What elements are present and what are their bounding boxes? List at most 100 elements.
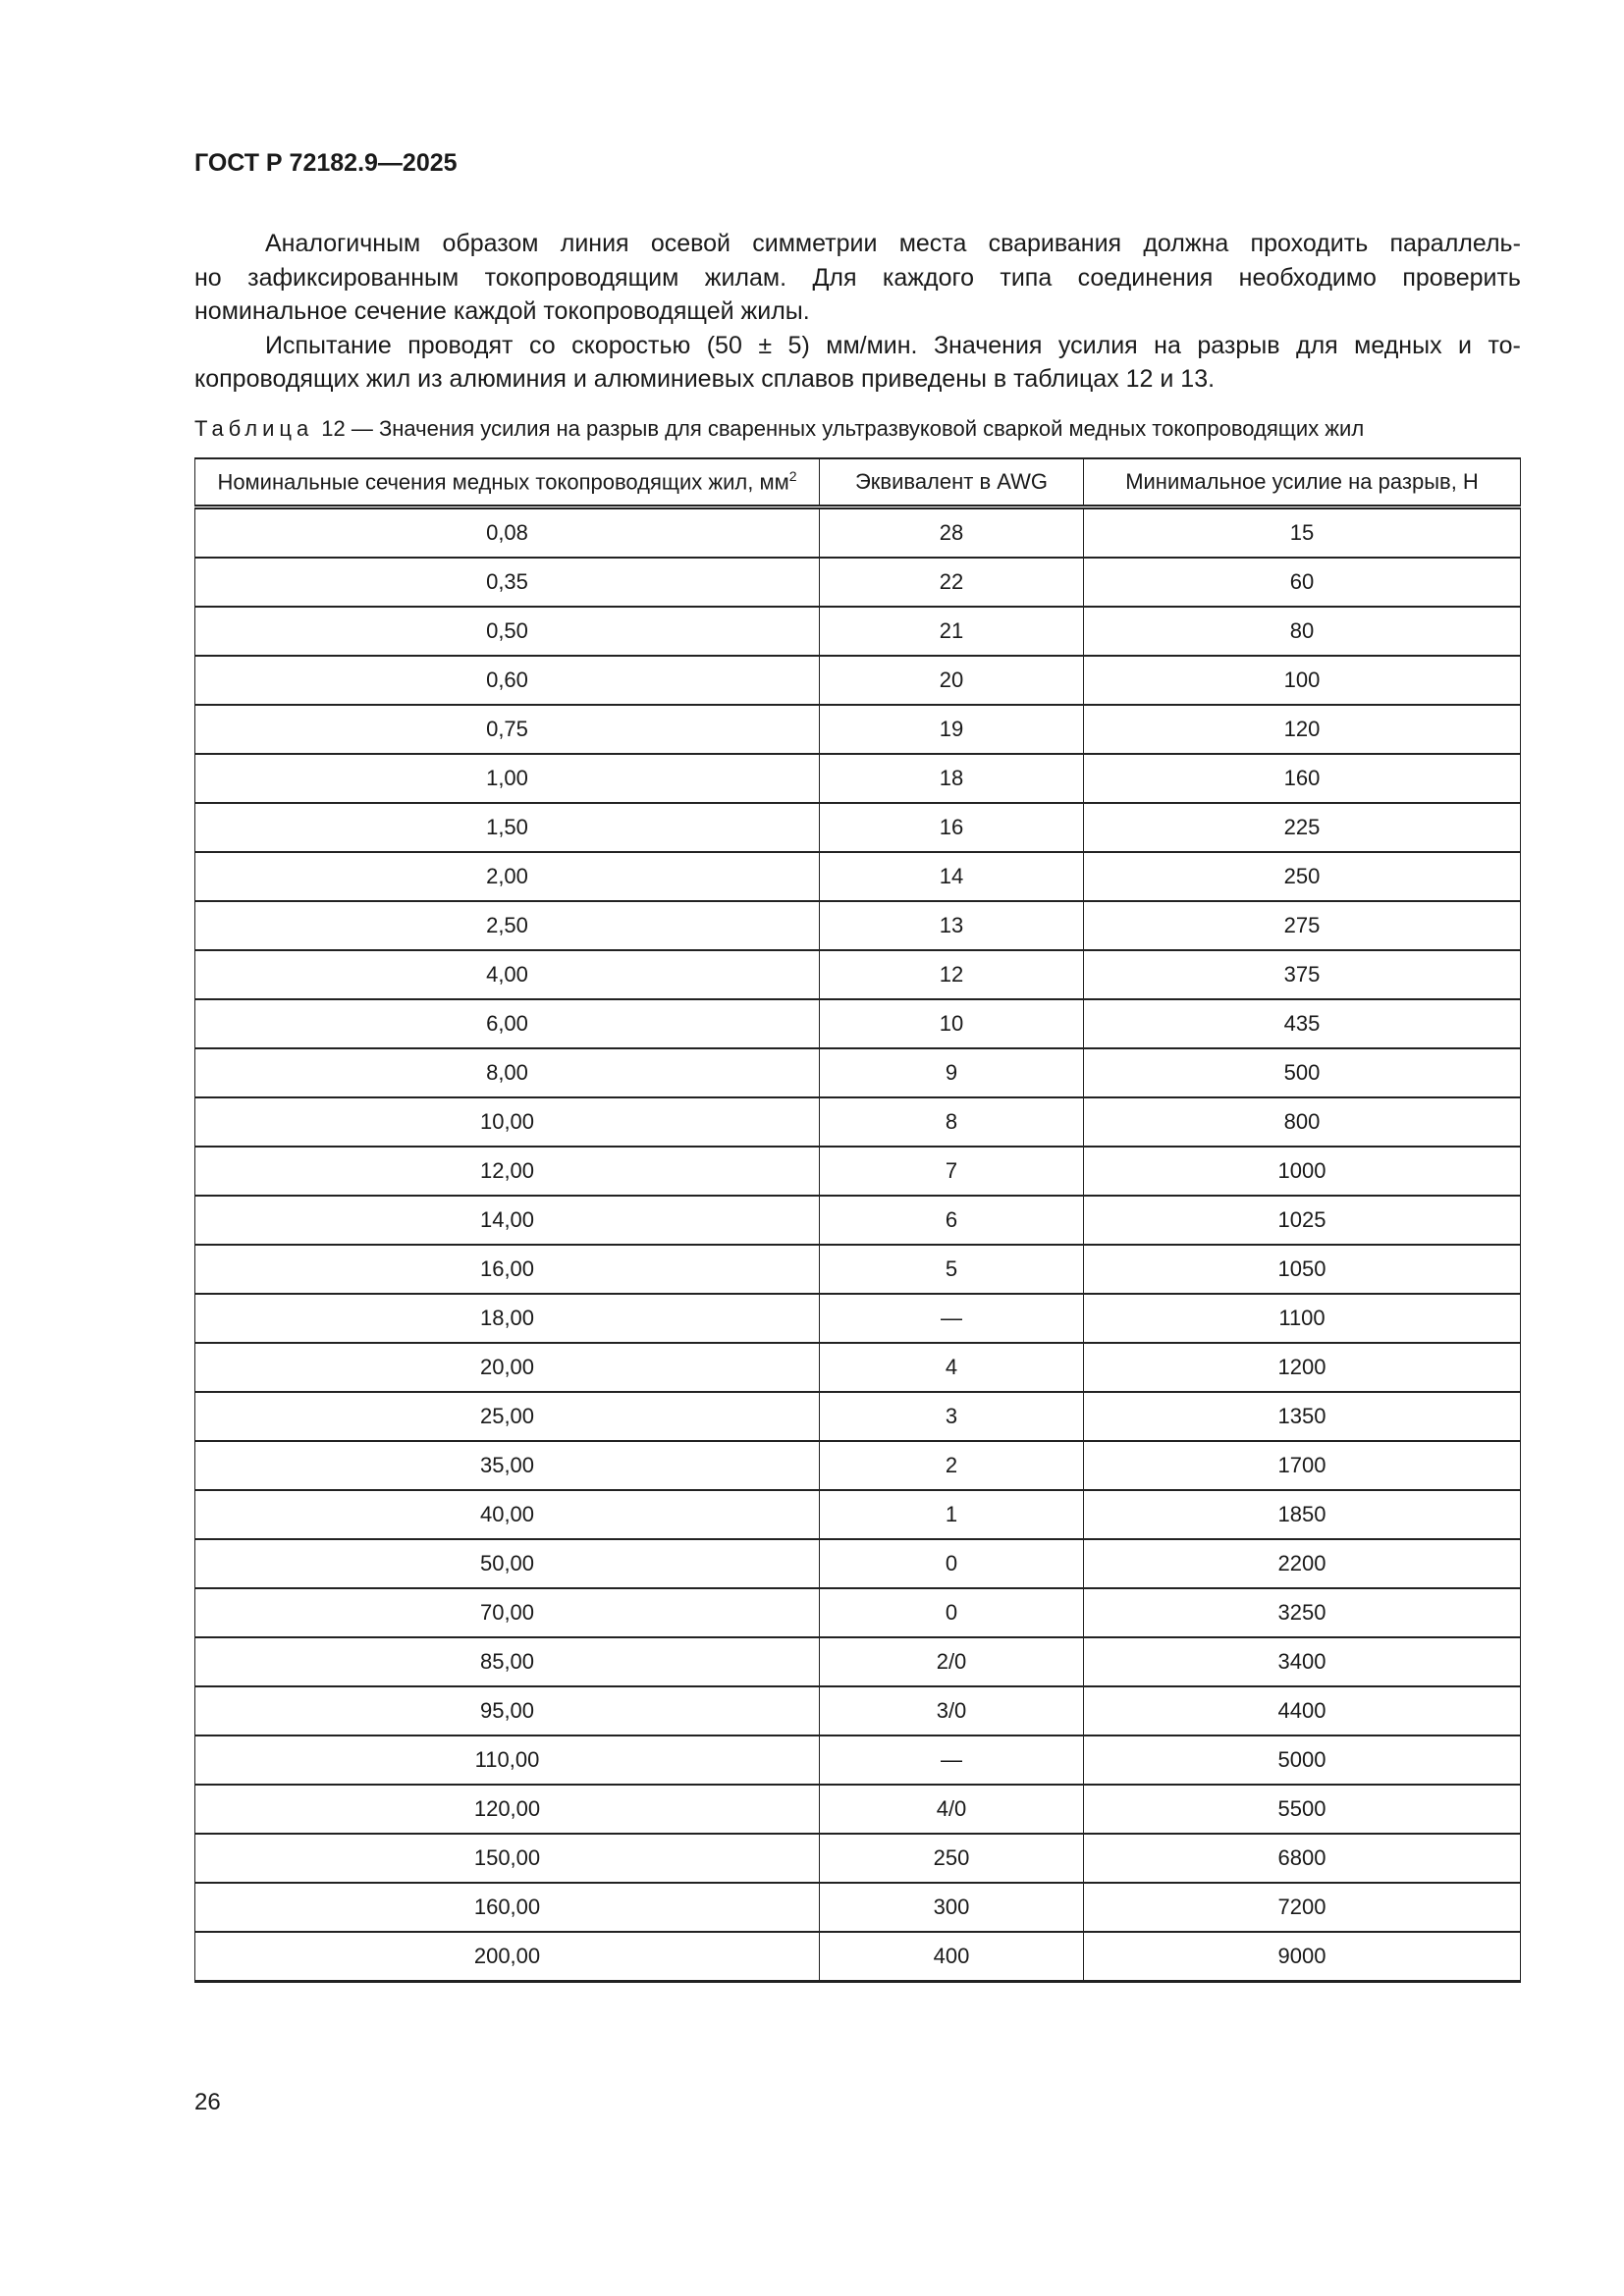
cell-cross-section: 18,00 <box>194 1293 820 1344</box>
cell-awg: 28 <box>819 506 1084 559</box>
cell-min-force: 1350 <box>1083 1391 1521 1442</box>
table-row: 4,00 12 375 <box>194 949 1521 1000</box>
paragraph-line: но зафиксированным токопроводящим жилам. Для… <box>194 263 1521 292</box>
cell-awg: 12 <box>819 949 1084 1000</box>
cell-cross-section: 120,00 <box>194 1784 820 1835</box>
cell-cross-section: 95,00 <box>194 1685 820 1736</box>
cell-min-force: 1850 <box>1083 1489 1521 1540</box>
cell-min-force: 275 <box>1083 900 1521 951</box>
cell-awg: 8 <box>819 1096 1084 1148</box>
cell-cross-section: 40,00 <box>194 1489 820 1540</box>
cell-awg: 400 <box>819 1931 1084 1983</box>
cell-min-force: 1050 <box>1083 1244 1521 1295</box>
cell-awg: 300 <box>819 1882 1084 1933</box>
cell-cross-section: 0,60 <box>194 655 820 706</box>
table-row: 0,50 21 80 <box>194 606 1521 657</box>
table-row: 200,00 400 9000 <box>194 1931 1521 1983</box>
cell-min-force: 6800 <box>1083 1833 1521 1884</box>
cell-awg: 2/0 <box>819 1636 1084 1687</box>
cell-min-force: 5000 <box>1083 1735 1521 1786</box>
cell-cross-section: 2,50 <box>194 900 820 951</box>
paragraph-line: Испытание проводят со скоростью (50 ±5) мм/мин… <box>265 331 1521 359</box>
table-row: 40,00 1 1850 <box>194 1489 1521 1540</box>
table-row: 8,00 9 500 <box>194 1047 1521 1098</box>
cell-cross-section: 10,00 <box>194 1096 820 1148</box>
cell-awg: 22 <box>819 557 1084 608</box>
cell-awg: 20 <box>819 655 1084 706</box>
table-caption-text: 12 — Значения усилия на разрыв для сваре… <box>321 416 1365 441</box>
cell-min-force: 15 <box>1083 506 1521 559</box>
cell-awg: — <box>819 1293 1084 1344</box>
cell-awg: 7 <box>819 1146 1084 1197</box>
table-row: 150,00 250 6800 <box>194 1833 1521 1884</box>
cell-min-force: 500 <box>1083 1047 1521 1098</box>
table-row: 0,08 28 15 <box>194 506 1521 559</box>
table-row: 85,00 2/0 3400 <box>194 1636 1521 1687</box>
cell-min-force: 3250 <box>1083 1587 1521 1638</box>
cell-cross-section: 70,00 <box>194 1587 820 1638</box>
cell-cross-section: 200,00 <box>194 1931 820 1983</box>
table-row: 18,00—1100 <box>194 1293 1521 1344</box>
table-row: 0,35 22 60 <box>194 557 1521 608</box>
cell-min-force: 225 <box>1083 802 1521 853</box>
table-row: 14,00 6 1025 <box>194 1195 1521 1246</box>
cell-cross-section: 14,00 <box>194 1195 820 1246</box>
table-row: 2,00 14 250 <box>194 851 1521 902</box>
table-row: 110,00—5000 <box>194 1735 1521 1786</box>
cell-min-force: 375 <box>1083 949 1521 1000</box>
cell-min-force: 5500 <box>1083 1784 1521 1835</box>
page-number: 26 <box>194 2089 221 2115</box>
paragraph-line: Аналогичным образом линия осевой симметрии ме… <box>265 230 1521 257</box>
column-header-awg: Эквивалент в AWG <box>819 457 1084 509</box>
cell-cross-section: 2,00 <box>194 851 820 902</box>
cell-cross-section: 8,00 <box>194 1047 820 1098</box>
cell-min-force: 435 <box>1083 998 1521 1049</box>
cell-min-force: 100 <box>1083 655 1521 706</box>
table-row: 25,00 3 1350 <box>194 1391 1521 1442</box>
document-id-header: ГОСТ Р 72182.9—2025 <box>194 149 458 177</box>
body-text: Аналогичным образом линия осевой симметрии ме… <box>194 227 1521 397</box>
cell-cross-section: 6,00 <box>194 998 820 1049</box>
cell-awg: 3 <box>819 1391 1084 1442</box>
column-header-min-force: Минимальное усилие на разрыв, Н <box>1083 457 1521 509</box>
cell-cross-section: 160,00 <box>194 1882 820 1933</box>
cell-min-force: 1000 <box>1083 1146 1521 1197</box>
cell-min-force: 80 <box>1083 606 1521 657</box>
cell-awg: 16 <box>819 802 1084 853</box>
cell-cross-section: 110,00 <box>194 1735 820 1786</box>
cell-cross-section: 0,08 <box>194 506 820 559</box>
break-force-table: Номинальные сечения медных токопроводящи… <box>194 457 1521 1983</box>
cell-awg: 13 <box>819 900 1084 951</box>
paragraph-line: номинальное сечение каждой токопроводяще… <box>194 297 810 325</box>
cell-min-force: 1100 <box>1083 1293 1521 1344</box>
cell-cross-section: 85,00 <box>194 1636 820 1687</box>
cell-awg: 6 <box>819 1195 1084 1246</box>
cell-awg: 0 <box>819 1587 1084 1638</box>
cell-min-force: 1200 <box>1083 1342 1521 1393</box>
cell-cross-section: 12,00 <box>194 1146 820 1197</box>
cell-min-force: 120 <box>1083 704 1521 755</box>
cell-awg: 3/0 <box>819 1685 1084 1736</box>
cell-min-force: 160 <box>1083 753 1521 804</box>
table-row: 20,00 4 1200 <box>194 1342 1521 1393</box>
table-row: 0,75 19 120 <box>194 704 1521 755</box>
cell-awg: 250 <box>819 1833 1084 1884</box>
cell-cross-section: 1,50 <box>194 802 820 853</box>
table-row: 2,50 13 275 <box>194 900 1521 951</box>
cell-cross-section: 35,00 <box>194 1440 820 1491</box>
cell-cross-section: 0,50 <box>194 606 820 657</box>
table-row: 10,00 8 800 <box>194 1096 1521 1148</box>
cell-min-force: 3400 <box>1083 1636 1521 1687</box>
cell-awg: 19 <box>819 704 1084 755</box>
cell-cross-section: 0,75 <box>194 704 820 755</box>
cell-min-force: 800 <box>1083 1096 1521 1148</box>
cell-min-force: 2200 <box>1083 1538 1521 1589</box>
table-row: 120,00 4/0 5500 <box>194 1784 1521 1835</box>
cell-awg: 10 <box>819 998 1084 1049</box>
cell-cross-section: 0,35 <box>194 557 820 608</box>
cell-awg: 21 <box>819 606 1084 657</box>
cell-awg: — <box>819 1735 1084 1786</box>
cell-min-force: 1700 <box>1083 1440 1521 1491</box>
cell-cross-section: 16,00 <box>194 1244 820 1295</box>
table-row: 160,00 300 7200 <box>194 1882 1521 1933</box>
